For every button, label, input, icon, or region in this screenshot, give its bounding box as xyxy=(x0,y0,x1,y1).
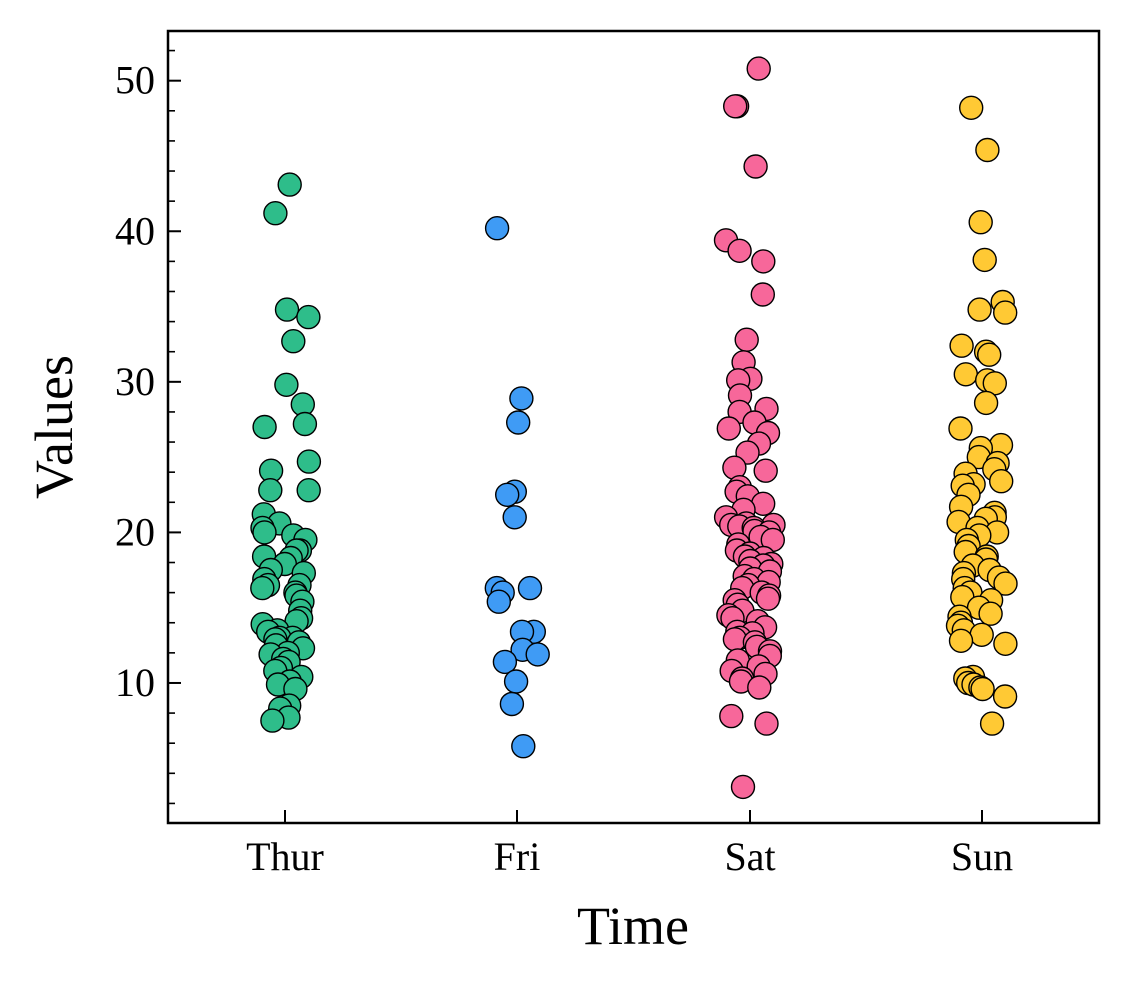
data-point-sun xyxy=(948,628,974,653)
x-tick-label: Thur xyxy=(246,834,324,879)
y-tick-label: 10 xyxy=(115,660,155,705)
data-point-fri xyxy=(484,215,510,241)
data-point-fri xyxy=(509,386,534,411)
point-layer xyxy=(250,56,1018,800)
data-point-sat xyxy=(747,675,772,700)
data-point-thur xyxy=(252,414,277,440)
data-point-sat xyxy=(734,327,759,352)
data-point-fri xyxy=(525,642,550,667)
data-point-sat xyxy=(727,238,752,264)
data-point-sat xyxy=(750,282,775,307)
data-point-sun xyxy=(953,362,978,387)
data-point-sun xyxy=(949,333,974,358)
data-point-thur xyxy=(260,708,285,733)
data-point-fri xyxy=(495,482,520,507)
data-point-sat xyxy=(743,154,768,179)
x-tick-label: Sun xyxy=(951,834,1013,879)
data-point-thur xyxy=(277,172,302,197)
y-tick-label: 30 xyxy=(115,359,155,404)
data-point-sun xyxy=(975,137,1000,163)
data-point-thur xyxy=(296,478,321,503)
data-point-thur xyxy=(258,478,283,503)
data-point-sun xyxy=(989,469,1014,494)
data-point-sat xyxy=(755,586,781,611)
data-point-fri xyxy=(511,734,536,759)
x-tick-label: Sat xyxy=(724,834,775,879)
y-tick-label: 50 xyxy=(115,58,155,103)
data-point-sat xyxy=(753,458,778,483)
data-point-sat xyxy=(722,627,748,652)
data-point-fri xyxy=(502,505,527,530)
data-point-sat xyxy=(723,94,748,119)
data-point-sun xyxy=(978,601,1003,626)
y-tick-label: 40 xyxy=(115,208,155,253)
x-ticks: Thur Fri Sat Sun xyxy=(246,810,1013,879)
data-point-sat xyxy=(754,711,779,736)
axes-frame xyxy=(166,29,1101,825)
data-point-fri xyxy=(517,575,543,601)
y-tick-label: 20 xyxy=(115,509,155,554)
data-point-sun xyxy=(992,684,1018,709)
data-point-sun xyxy=(959,95,984,121)
data-point-thur xyxy=(292,411,318,437)
data-point-thur xyxy=(296,449,322,474)
data-point-sun xyxy=(969,622,994,647)
data-point-sun xyxy=(979,711,1005,736)
data-point-sun xyxy=(972,247,997,273)
data-point-thur xyxy=(274,297,300,322)
plot-area: 10 20 30 40 50 Thur Fri Sat Sun xyxy=(115,29,1101,879)
data-point-sun xyxy=(948,416,973,441)
data-point-sat xyxy=(751,249,776,274)
x-axis-title: Time xyxy=(577,896,689,956)
data-point-thur xyxy=(252,520,277,545)
y-axis-title: Values xyxy=(24,355,84,499)
data-point-thur xyxy=(250,575,275,601)
data-point-sun xyxy=(977,342,1002,367)
data-point-thur xyxy=(263,200,288,226)
data-point-sat xyxy=(716,416,741,441)
axis-titles: Time Values xyxy=(24,355,689,956)
data-point-thur xyxy=(281,329,306,354)
data-point-sun xyxy=(967,297,992,322)
data-point-sun xyxy=(973,390,999,416)
data-point-sun xyxy=(993,571,1018,596)
data-point-sat xyxy=(746,56,771,81)
data-point-sun xyxy=(968,209,993,235)
data-point-sat xyxy=(730,774,756,800)
data-point-sun xyxy=(993,631,1018,656)
y-ticks: 10 20 30 40 50 xyxy=(115,49,181,805)
data-point-thur xyxy=(296,304,321,330)
data-point-fri xyxy=(506,410,531,435)
data-point-fri xyxy=(486,589,511,614)
data-point-thur xyxy=(274,372,299,397)
data-point-fri xyxy=(499,691,525,717)
data-point-sun xyxy=(970,676,995,702)
data-point-fri xyxy=(503,669,529,694)
data-point-sun xyxy=(993,300,1018,325)
data-point-sat xyxy=(719,703,744,729)
data-point-fri xyxy=(492,649,518,675)
x-tick-label: Fri xyxy=(494,834,541,879)
